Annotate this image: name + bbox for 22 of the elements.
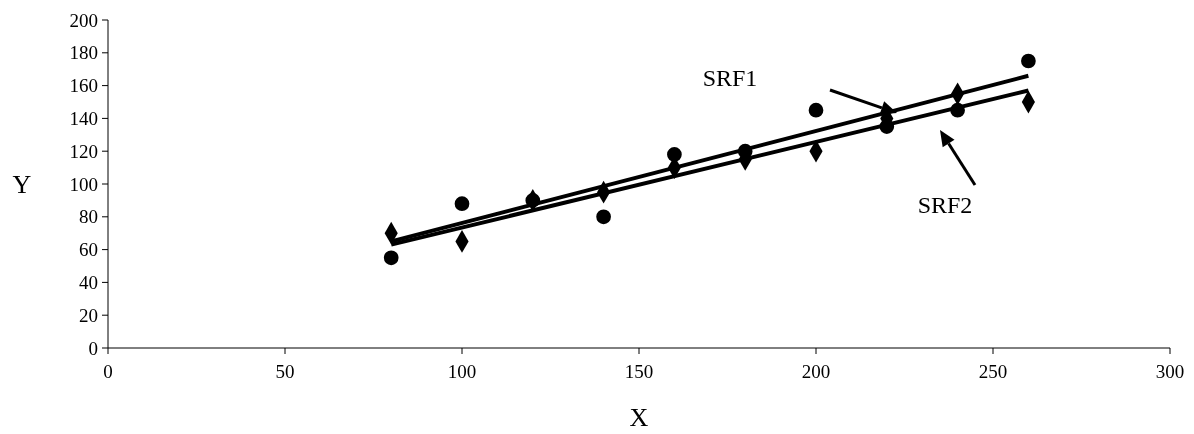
- y-tick-label: 140: [69, 108, 98, 130]
- x-tick-label: 100: [447, 361, 477, 382]
- y-tick-label: 40: [79, 272, 98, 294]
- x-tick-label: 50: [275, 361, 295, 382]
- annotation: SRF1: [702, 65, 758, 91]
- y-axis-title: Y: [12, 170, 32, 200]
- y-tick-label: 0: [88, 337, 98, 359]
- y-tick-label: 80: [79, 206, 98, 228]
- x-tick-label: 0: [103, 361, 113, 382]
- x-axis-title: X: [629, 403, 649, 432]
- y-tick-label: 100: [69, 173, 98, 195]
- y-tick-label: 20: [79, 304, 98, 326]
- y-tick-label: 60: [79, 239, 98, 261]
- y-tick-label: 200: [69, 9, 98, 31]
- annotation: SRF2: [917, 192, 973, 218]
- y-tick-label: 180: [69, 42, 98, 64]
- x-tick-label: 200: [801, 361, 831, 382]
- y-tick-label: 160: [69, 75, 98, 97]
- x-tick-label: 300: [1155, 361, 1185, 382]
- x-tick-label: 250: [978, 361, 1008, 382]
- y-tick-label: 120: [69, 140, 98, 162]
- x-tick-label: 150: [624, 361, 654, 382]
